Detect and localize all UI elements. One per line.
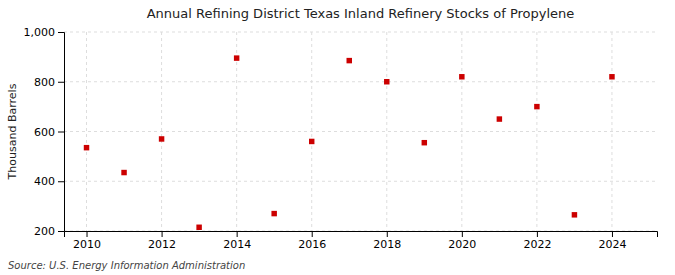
y-tick: 1,000 xyxy=(24,26,65,39)
y-tick-label: 400 xyxy=(34,175,55,188)
grid-line-x xyxy=(86,32,87,231)
point xyxy=(271,211,276,216)
y-tick-mark xyxy=(58,132,64,133)
x-tick: 2016 xyxy=(298,231,326,251)
point xyxy=(534,104,539,109)
point xyxy=(196,225,201,230)
grid-line-y xyxy=(64,81,657,82)
point xyxy=(609,74,614,79)
grid-line-y xyxy=(64,131,657,132)
y-tick-label: 200 xyxy=(34,225,55,238)
x-tick: 2024 xyxy=(598,231,626,251)
x-tick-mark xyxy=(87,231,88,237)
x-tick-mark xyxy=(162,231,163,237)
title: Annual Refining District Texas Inland Re… xyxy=(147,6,575,21)
point xyxy=(347,58,352,63)
y-tick: 200 xyxy=(34,225,64,238)
point xyxy=(159,136,164,141)
point xyxy=(459,74,464,79)
y-tick-label: 1,000 xyxy=(24,26,56,39)
plot-area: 2010 2012 2014 2016 2018 2020 2022 2024 200 400 60… xyxy=(24,26,658,251)
x-tick-mark xyxy=(387,231,388,237)
y-tick-label: 600 xyxy=(34,126,55,139)
chart-container: 2010 2012 2014 2016 2018 2020 2022 2024 200 400 60… xyxy=(0,0,675,275)
x-tick-mark xyxy=(237,231,238,237)
y-axis: 200 400 600 800 1,000 xyxy=(24,26,65,238)
grid xyxy=(64,32,657,231)
x-tick-label: 2012 xyxy=(148,238,176,251)
point xyxy=(384,79,389,84)
x-tick: 2018 xyxy=(373,231,401,251)
y-tick-mark xyxy=(58,181,64,182)
marks xyxy=(84,55,615,230)
point xyxy=(121,170,126,175)
x-tick: 2010 xyxy=(73,231,101,251)
y-tick-mark xyxy=(58,231,64,232)
x-tick-label: 2020 xyxy=(448,238,476,251)
x-tick: 2022 xyxy=(523,231,551,251)
source-note: Source: U.S. Energy Information Administ… xyxy=(8,260,245,271)
x-tick-mark xyxy=(462,231,463,237)
y-tick: 400 xyxy=(34,175,64,188)
x-tick: 2020 xyxy=(448,231,476,251)
y-axis-line xyxy=(58,33,65,232)
grid-line-y xyxy=(64,32,657,33)
grid-line-y xyxy=(64,181,657,182)
y-tick-label: 800 xyxy=(34,76,55,89)
y-tick: 800 xyxy=(34,76,64,89)
point xyxy=(234,55,239,60)
y-tick: 600 xyxy=(34,126,64,139)
x-tick-label: 2016 xyxy=(298,238,326,251)
grid-line-x xyxy=(236,32,237,231)
x-axis-line xyxy=(65,232,658,238)
x-axis: 2010 2012 2014 2016 2018 2020 2022 2024 xyxy=(65,231,658,251)
point xyxy=(309,139,314,144)
point xyxy=(84,145,89,150)
y-tick-mark xyxy=(58,32,64,33)
x-tick-mark xyxy=(537,231,538,237)
y-axis-label: Thousand Barrels xyxy=(6,83,19,180)
x-tick: 2014 xyxy=(223,231,251,251)
x-tick-label: 2024 xyxy=(598,238,626,251)
chart-svg: 2010 2012 2014 2016 2018 2020 2022 2024 200 400 60… xyxy=(0,0,675,275)
point xyxy=(572,212,577,217)
x-tick-label: 2014 xyxy=(223,238,251,251)
x-tick-label: 2010 xyxy=(73,238,101,251)
grid-line-x xyxy=(536,32,537,231)
y-tick-mark xyxy=(58,82,64,83)
x-tick-mark xyxy=(612,231,613,237)
x-tick-mark xyxy=(312,231,313,237)
grid-line-x xyxy=(386,32,387,231)
x-tick-label: 2018 xyxy=(373,238,401,251)
x-tick-label: 2022 xyxy=(523,238,551,251)
x-tick: 2012 xyxy=(148,231,176,251)
point xyxy=(497,116,502,121)
point xyxy=(422,140,427,145)
